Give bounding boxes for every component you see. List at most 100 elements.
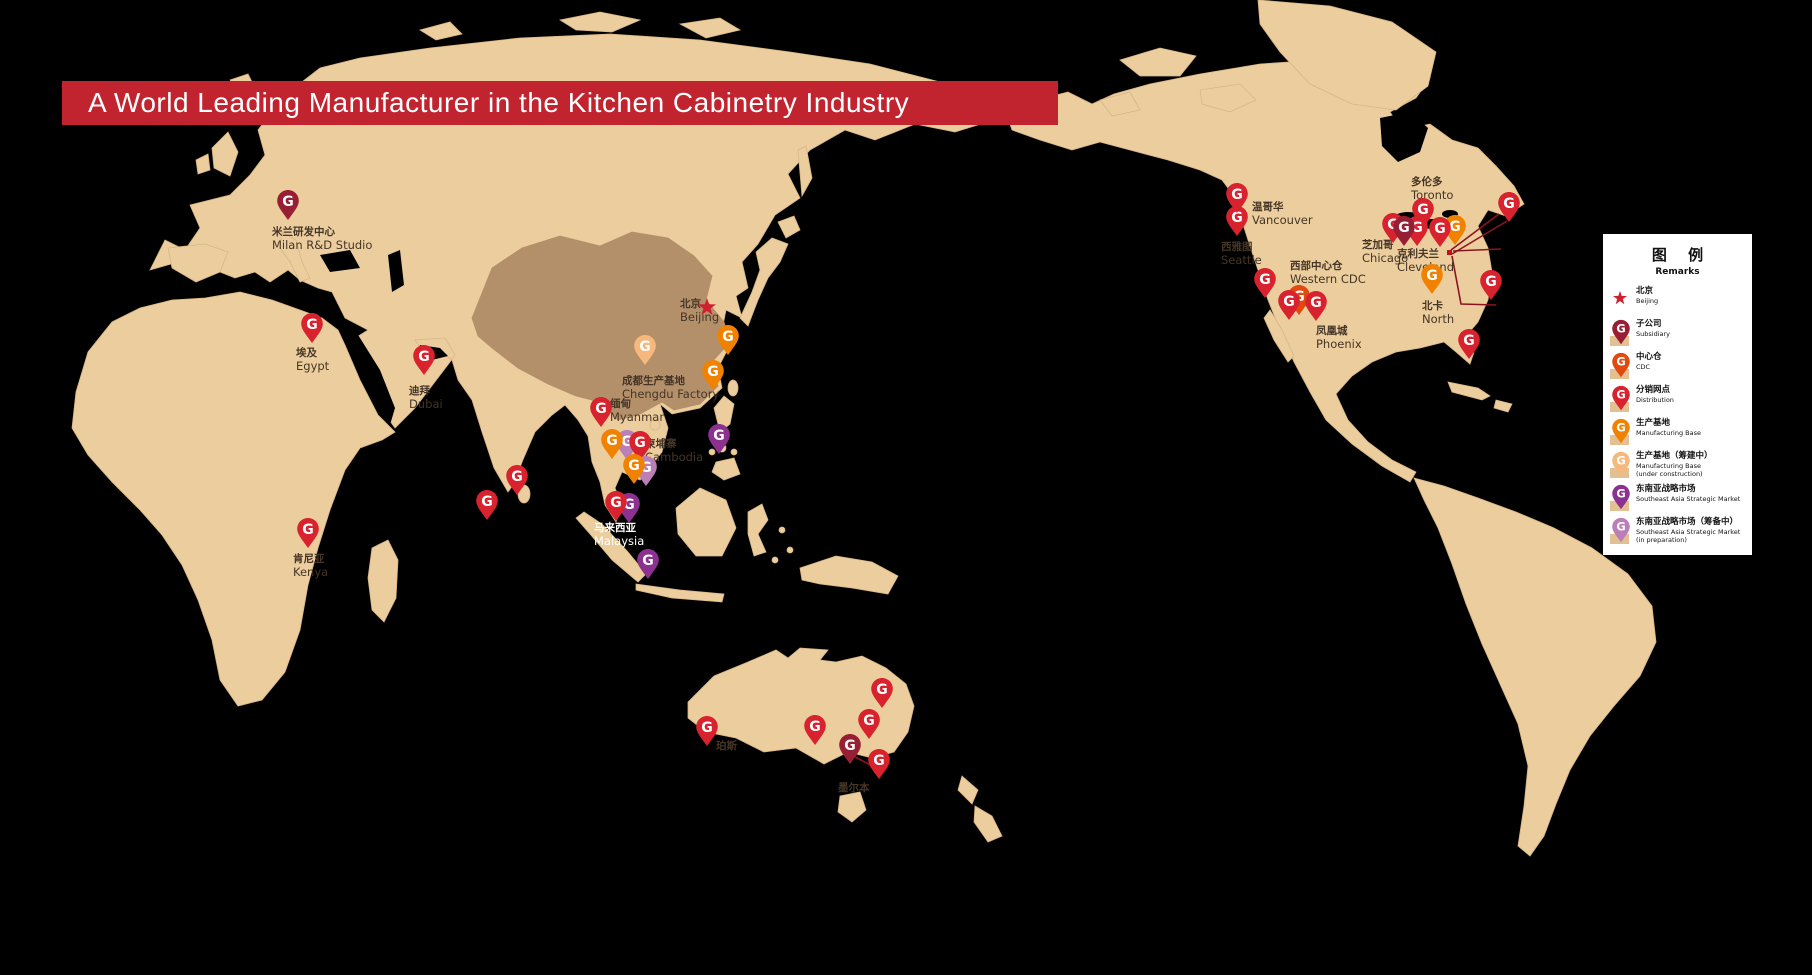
legend-item-subsidiary: G 子公司 Subsidiary bbox=[1610, 319, 1745, 346]
leader-line-3 bbox=[1452, 248, 1502, 252]
svg-text:G: G bbox=[1485, 274, 1497, 290]
melbourne-offshore-pin: G bbox=[867, 748, 891, 780]
label-chicago: 芝加哥 Chicago bbox=[1362, 239, 1408, 265]
g-pin-icon: G bbox=[1444, 215, 1466, 245]
g-pin-icon: G bbox=[476, 490, 498, 520]
svg-text:G: G bbox=[1616, 520, 1625, 534]
legend-subsidiary-zh: 子公司 bbox=[1636, 319, 1662, 329]
g-pin-icon: G bbox=[277, 190, 299, 220]
west-coast-pin: G bbox=[1253, 267, 1277, 299]
g-pin-icon: G bbox=[413, 345, 435, 375]
g-pin-icon: G bbox=[1458, 329, 1480, 359]
label-malaysia-en: Malaysia bbox=[594, 533, 645, 548]
legend-manufacturing_uc-zh: 生产基地（筹建中） bbox=[1636, 451, 1713, 461]
svg-text:G: G bbox=[606, 433, 618, 449]
chengdu-pin: G bbox=[633, 334, 657, 366]
vietnam-pin: G bbox=[628, 430, 652, 462]
phoenix-east-pin: G bbox=[1304, 290, 1328, 322]
legend-item-cdc: G 中心仓 CDC bbox=[1610, 352, 1745, 379]
black-sea bbox=[320, 250, 360, 272]
svg-text:G: G bbox=[1616, 454, 1625, 468]
label-dubai-zh: 迪拜 bbox=[409, 385, 430, 397]
indonesia-pin: G bbox=[636, 548, 660, 580]
cleveland-manufacturing-pin: G bbox=[1443, 214, 1467, 246]
label-beijing-en: Beijing bbox=[680, 309, 720, 324]
legend-distribution-pin-icon: G bbox=[1610, 385, 1636, 412]
legend-item-manufacturing: G 生产基地 Manufacturing Base bbox=[1610, 418, 1745, 445]
g-pin-icon: G bbox=[868, 749, 890, 779]
legend-manufacturing_uc-pin-icon: G bbox=[1610, 451, 1636, 478]
cleveland-anchor-dot bbox=[1447, 250, 1452, 255]
label-cambodia-en: Cambodia bbox=[645, 449, 704, 464]
label-vancouver: 温哥华 Vancouver bbox=[1252, 201, 1313, 227]
g-pin-icon: G bbox=[1612, 451, 1630, 477]
leader-line-2 bbox=[1451, 220, 1508, 255]
svg-text:G: G bbox=[1434, 221, 1446, 237]
g-pin-icon: G bbox=[1612, 517, 1630, 543]
region-greenland bbox=[1257, 0, 1437, 111]
legend-item-distribution: G 分销网点 Distribution bbox=[1610, 385, 1745, 412]
label-toronto-zh: 多伦多 bbox=[1411, 176, 1443, 188]
region-taiwan bbox=[727, 379, 739, 397]
adelaide-pin: G bbox=[803, 714, 827, 746]
region-uk bbox=[211, 131, 239, 177]
label-egypt-en: Egypt bbox=[296, 358, 330, 373]
svg-text:G: G bbox=[809, 719, 821, 735]
g-pin-icon: G bbox=[696, 716, 718, 746]
legend-sea_market-zh: 东南亚战略市场 bbox=[1636, 484, 1696, 494]
label-western-cdc-en: Western CDC bbox=[1290, 271, 1366, 286]
label-milan-rd-studio: 米兰研发中心 Milan R&D Studio bbox=[272, 226, 372, 252]
svg-text:G: G bbox=[1387, 217, 1399, 233]
label-phoenix-zh: 凤凰城 bbox=[1316, 325, 1348, 337]
g-pin-icon: G bbox=[1480, 270, 1502, 300]
svg-text:G: G bbox=[640, 460, 652, 476]
g-pin-icon: G bbox=[702, 360, 724, 390]
g-pin-icon: G bbox=[601, 429, 623, 459]
svg-text:G: G bbox=[1310, 295, 1322, 311]
label-melbourne: 墨尔本 bbox=[838, 782, 870, 795]
label-beijing: 北京 Beijing bbox=[680, 298, 719, 324]
label-north: 北卡 North bbox=[1422, 300, 1454, 326]
svg-text:G: G bbox=[302, 522, 314, 538]
g-pin-icon: G bbox=[804, 715, 826, 745]
legend-manufacturing-en: Manufacturing Base bbox=[1636, 428, 1701, 437]
legend-subsidiary-pin-icon: G bbox=[1610, 319, 1636, 346]
g-pin-icon: G bbox=[629, 431, 651, 461]
label-dubai-en: Dubai bbox=[409, 396, 443, 411]
g-pin-icon: G bbox=[839, 734, 861, 764]
label-perth: 珀斯 bbox=[716, 740, 737, 753]
region-iberia bbox=[167, 243, 229, 283]
label-beijing-zh: 北京 bbox=[680, 298, 701, 310]
label-kenya-zh: 肯尼亚 bbox=[293, 553, 325, 565]
label-seattle-zh: 西雅图 bbox=[1221, 241, 1253, 253]
region-madagascar bbox=[367, 539, 399, 623]
region-baja bbox=[1263, 309, 1295, 363]
g-pin-icon: G bbox=[1393, 216, 1415, 246]
svg-text:G: G bbox=[722, 329, 734, 345]
label-north-zh: 北卡 bbox=[1422, 300, 1443, 312]
g-pin-icon: G bbox=[1421, 264, 1443, 294]
perth-pin: G bbox=[695, 715, 719, 747]
label-milan-rd-studio-en: Milan R&D Studio bbox=[272, 237, 373, 252]
label-chengdu-factory: 成都生产基地 Chengdu Factory bbox=[622, 375, 719, 401]
legend: 图 例 Remarks 北京 Beijing G 子公司 Subsidiary G … bbox=[1603, 234, 1752, 555]
legend-distribution-zh: 分销网点 bbox=[1636, 385, 1671, 395]
region-japan bbox=[739, 237, 789, 327]
label-myanmar-zh: 缅甸 bbox=[610, 398, 631, 410]
label-vancouver-zh: 温哥华 bbox=[1252, 201, 1284, 213]
g-pin-icon: G bbox=[637, 549, 659, 579]
g-pin-icon: G bbox=[858, 709, 880, 739]
label-toronto: 多伦多 Toronto bbox=[1411, 176, 1453, 202]
g-pin-icon: G bbox=[1498, 192, 1520, 222]
legend-item-sea_market_prep: G 东南亚战略市场（筹备中） Southeast Asia Strategic M… bbox=[1610, 517, 1745, 544]
svg-text:G: G bbox=[1426, 268, 1438, 284]
dubai-pin: G bbox=[412, 344, 436, 376]
leader-line-4 bbox=[1451, 255, 1497, 306]
label-dubai: 迪拜 Dubai bbox=[409, 385, 443, 411]
vancouver-pin: G bbox=[1225, 182, 1249, 214]
legend-cdc-pin-icon: G bbox=[1610, 352, 1636, 379]
legend-sea_market_prep-en2: (in preparation) bbox=[1636, 535, 1687, 544]
g-pin-icon: G bbox=[506, 465, 528, 495]
